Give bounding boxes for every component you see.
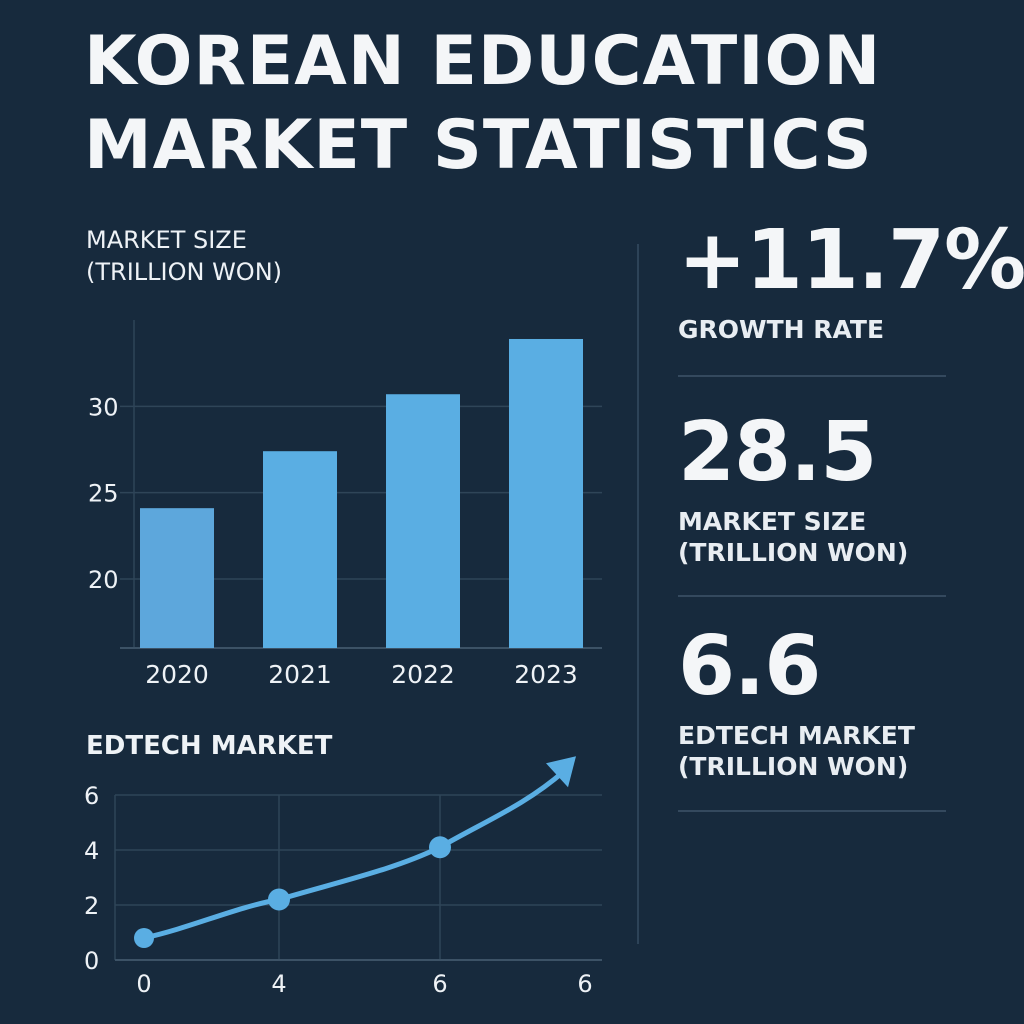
stat-growth-rate-label-line-1: GROWTH RATE (678, 315, 885, 344)
stat-market-size-label: MARKET SIZE (TRILLION WON) (678, 506, 948, 568)
trend-arrowhead-icon (546, 756, 576, 788)
edtech-line-chart: 0 2 4 6 0 4 6 6 (84, 756, 602, 998)
bar-2023 (509, 338, 583, 648)
bar-2022 (386, 394, 460, 648)
market-size-bar-chart: 20 25 30 2020 2021 2022 2023 (88, 320, 602, 689)
bar-chart-title-line-2: (TRILLION WON) (86, 258, 283, 286)
stat-growth-rate-value: +11.7% (678, 213, 1024, 308)
bar-chart-ytick-label: 30 (88, 393, 119, 421)
bar-2020 (140, 508, 214, 648)
bar-chart-ytick-label: 25 (88, 480, 119, 508)
bar-chart-xtick-label: 2020 (145, 660, 209, 689)
line-chart-title: EDTECH MARKET (86, 731, 333, 761)
bar-chart-title-line-1: MARKET SIZE (86, 226, 247, 254)
stat-edtech-market-value: 6.6 (678, 619, 821, 714)
page-title-line-1: KOREAN EDUCATION (84, 22, 882, 101)
stat-edtech-market-label-line-2: (TRILLION WON) (678, 752, 909, 781)
line-chart-xtick-label: 4 (271, 970, 286, 998)
edtech-trend-line (141, 768, 567, 941)
bar-2021 (263, 451, 337, 648)
line-chart-point (134, 928, 154, 948)
line-chart-xtick-label: 6 (577, 970, 592, 998)
line-chart-xtick-label: 6 (432, 970, 447, 998)
stat-market-size-label-line-1: MARKET SIZE (678, 507, 867, 536)
line-chart-point (268, 888, 290, 911)
stat-edtech-market-label: EDTECH MARKET (TRILLION WON) (678, 720, 948, 782)
line-chart-point (429, 836, 451, 859)
stat-growth-rate-label: GROWTH RATE (678, 314, 948, 345)
stat-divider-2 (678, 595, 946, 597)
stat-divider-3 (678, 810, 946, 812)
stat-growth-rate: +11.7% GROWTH RATE (678, 213, 1024, 345)
stat-market-size: 28.5 MARKET SIZE (TRILLION WON) (678, 408, 948, 568)
bar-chart-xtick-label: 2022 (391, 660, 455, 689)
panel-divider (637, 244, 639, 944)
bar-chart-xtick-label: 2021 (268, 660, 332, 689)
line-chart-ytick-label: 4 (84, 837, 99, 865)
bar-chart-title: MARKET SIZE (TRILLION WON) (86, 224, 282, 288)
stat-edtech-market-label-line-1: EDTECH MARKET (678, 721, 915, 750)
page-title-line-2: MARKET STATISTICS (84, 106, 873, 185)
line-chart-ytick-label: 6 (84, 782, 99, 810)
stat-market-size-value: 28.5 (678, 405, 877, 500)
bar-chart-xtick-label: 2023 (514, 660, 578, 689)
page-title: KOREAN EDUCATION MARKET STATISTICS (84, 20, 881, 188)
bar-chart-ytick-label: 20 (88, 566, 119, 594)
stat-edtech-market: 6.6 EDTECH MARKET (TRILLION WON) (678, 622, 948, 782)
stat-market-size-label-line-2: (TRILLION WON) (678, 538, 909, 567)
line-chart-ytick-label: 2 (84, 892, 99, 920)
stat-divider-1 (678, 375, 946, 377)
line-chart-ytick-label: 0 (84, 947, 99, 975)
line-chart-xtick-label: 0 (136, 970, 151, 998)
